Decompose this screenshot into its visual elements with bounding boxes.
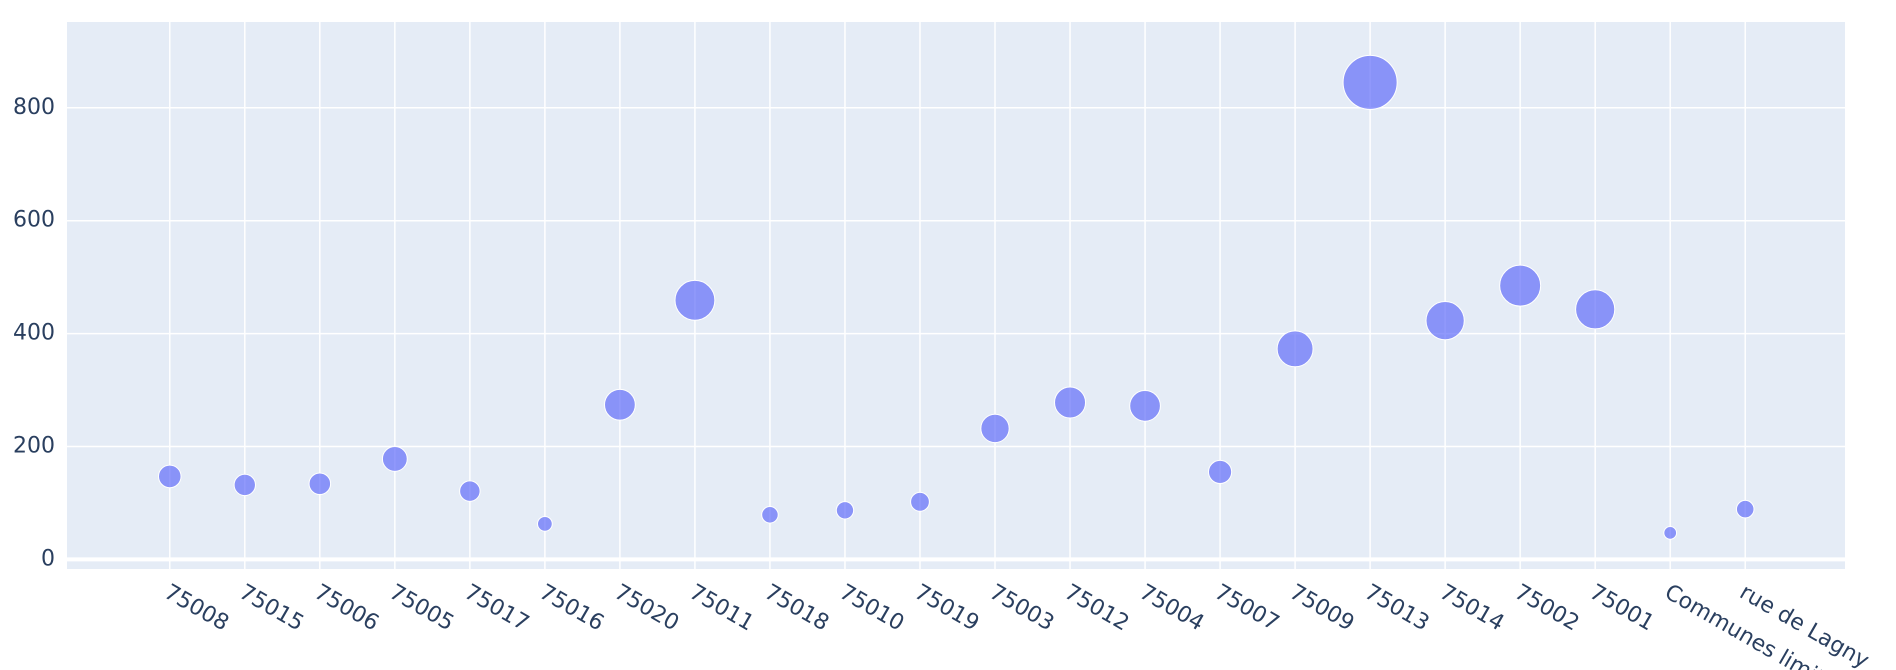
bubble	[1276, 330, 1314, 368]
bubble	[1735, 499, 1755, 519]
bubble	[910, 491, 930, 512]
x-tick-label: 75016	[535, 580, 608, 637]
bubble	[308, 472, 332, 496]
x-tick-label: 75019	[910, 580, 983, 637]
x-tick-label: 75006	[310, 580, 383, 637]
y-tick-label: 600	[13, 208, 55, 233]
bubble	[1207, 459, 1233, 484]
x-tick-label: 75004	[1135, 580, 1208, 637]
bubble	[604, 388, 636, 421]
bubble	[980, 413, 1010, 444]
y-tick-label: 800	[13, 95, 55, 120]
x-tick-label: 75007	[1210, 580, 1283, 637]
x-tick-label: 75012	[1060, 580, 1133, 637]
x-tick-label: 75009	[1285, 580, 1358, 637]
x-tick-label: 75008	[160, 580, 233, 637]
bubble	[233, 473, 256, 497]
y-tick-label: 0	[41, 546, 55, 571]
x-tick-label: 75018	[760, 580, 833, 637]
x-tick-label: 75001	[1585, 580, 1658, 637]
bubble	[158, 464, 182, 489]
y-tick-label: 200	[13, 434, 55, 459]
x-tick-label: 75013	[1360, 580, 1433, 637]
x-tick-label: 75003	[985, 580, 1058, 637]
x-tick-label: 75020	[610, 580, 683, 637]
bubble	[381, 446, 408, 472]
x-tick-label: 75002	[1510, 580, 1583, 637]
x-tick-label: 75011	[685, 580, 758, 637]
y-tick-label: 400	[13, 321, 55, 346]
x-tick-label: 75015	[235, 580, 308, 637]
x-tick-label: 75005	[385, 580, 458, 637]
bubble	[537, 515, 553, 532]
bubble	[1499, 264, 1542, 307]
bubble	[459, 480, 481, 502]
bubble	[674, 279, 716, 321]
x-tick-label: 75014	[1435, 580, 1508, 637]
bubble	[1129, 390, 1161, 422]
bubble	[1425, 300, 1465, 341]
bubble	[835, 501, 855, 520]
bubble	[1663, 525, 1678, 540]
bubble	[761, 506, 779, 524]
x-tick-label: 75010	[835, 580, 908, 637]
x-tick-label: 75017	[460, 580, 533, 637]
bubble	[1575, 289, 1616, 330]
bubble	[1342, 54, 1398, 110]
plot-area	[67, 22, 1845, 569]
bubble	[1054, 386, 1087, 419]
